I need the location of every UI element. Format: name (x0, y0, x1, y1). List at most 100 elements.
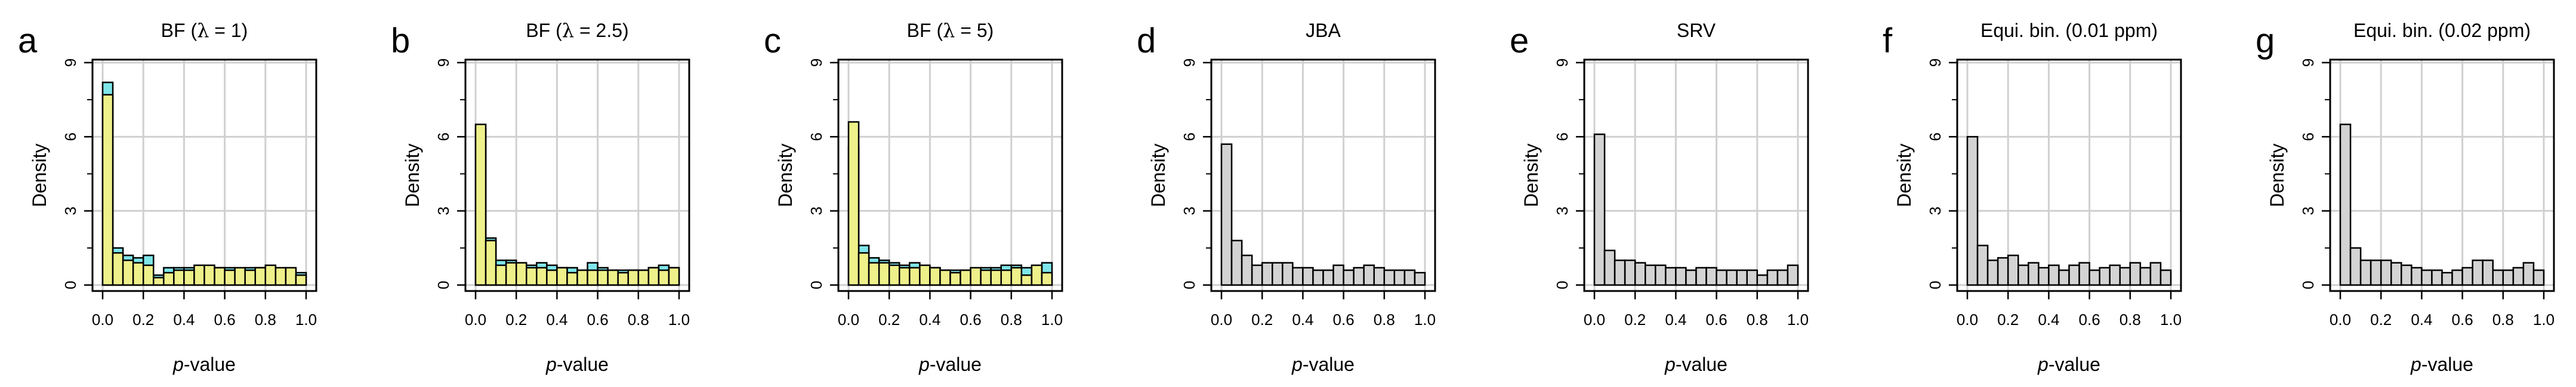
panel-d: 0.0 0.2 0.4 0.6 0.8 1.0 0 3 6 9 Density p-value JBA d (1137, 20, 1436, 375)
y-tick-label: 9 (1553, 58, 1571, 67)
y-tick-label: 9 (61, 58, 79, 67)
bar (224, 269, 236, 286)
y-tick-label: 9 (2299, 58, 2317, 67)
y-tick-label: 3 (2299, 206, 2317, 215)
bar (112, 252, 124, 286)
panel-title: BF (λ = 5) (907, 19, 994, 42)
bar (1593, 133, 1606, 286)
x-tick-label: 0.0 (1211, 311, 1232, 329)
y-tick-label: 9 (434, 58, 452, 67)
y-tick-label: 6 (61, 132, 79, 141)
bar (2411, 267, 2423, 286)
bar (1634, 262, 1646, 286)
x-axis-label: p-value (1291, 354, 1355, 375)
x-tick-label: 0.8 (628, 311, 649, 329)
bar (122, 259, 134, 286)
bar (857, 252, 870, 286)
x-tick-label: 0.2 (132, 311, 154, 329)
bar (2058, 269, 2070, 286)
bar (274, 267, 287, 286)
bar (1373, 267, 1386, 286)
bar (888, 264, 900, 286)
x-tick-label: 0.0 (465, 311, 486, 329)
y-tick-label: 0 (434, 281, 452, 289)
bar (163, 272, 175, 286)
y-tick-label: 0 (61, 281, 79, 289)
bar (627, 269, 640, 286)
x-tick-label: 0.8 (2492, 311, 2514, 329)
panel-c: 0.0 0.2 0.4 0.6 0.8 1.0 0 3 6 9 Density p-value BF (… (764, 19, 1063, 375)
bar (2048, 264, 2060, 286)
bar (909, 267, 921, 286)
bar (2038, 267, 2050, 286)
x-tick-label: 0.6 (1333, 311, 1355, 329)
bar (1986, 259, 1999, 286)
bar (193, 264, 205, 286)
y-tick-label: 9 (1180, 58, 1198, 67)
bar (2129, 262, 2142, 286)
bar (1655, 264, 1667, 286)
bar (1603, 249, 1616, 286)
x-tick-label: 0.2 (1997, 311, 2019, 329)
bar (2109, 264, 2121, 286)
bar (939, 269, 951, 286)
bar (1020, 274, 1033, 286)
bar (1966, 136, 1979, 286)
bar (1414, 272, 1426, 286)
x-tick-label: 0.8 (1001, 311, 1022, 329)
bar (556, 267, 568, 286)
bar (2522, 262, 2535, 286)
bar (1292, 267, 1304, 286)
x-axis-label: p-value (918, 354, 982, 375)
x-tick-label: 0.6 (214, 311, 236, 329)
bar (647, 267, 660, 286)
bar (1220, 143, 1233, 286)
panel-letter: e (1510, 21, 1529, 60)
bar (1041, 272, 1053, 286)
bar (2149, 262, 2162, 286)
x-tick-label: 0.4 (546, 311, 567, 329)
bar (980, 269, 992, 286)
bar (1695, 267, 1707, 286)
bar (485, 240, 497, 286)
bar (970, 267, 982, 286)
bar (1746, 269, 1759, 286)
bar (658, 269, 670, 286)
x-tick-label: 0.2 (1251, 311, 1273, 329)
panel-letter: g (2256, 21, 2275, 60)
bar (495, 264, 507, 286)
x-tick-label: 0.0 (838, 311, 859, 329)
x-axis-label: p-value (1664, 354, 1727, 375)
bar (132, 262, 144, 286)
panel-letter: d (1137, 21, 1156, 60)
bar (2441, 272, 2453, 286)
bar (203, 264, 215, 286)
bar (2421, 269, 2433, 286)
bar (1322, 269, 1334, 286)
bar (546, 269, 558, 286)
x-tick-label: 0.2 (505, 311, 527, 329)
bar (2431, 269, 2443, 286)
panel-title: SRV (1677, 20, 1716, 41)
bar (264, 264, 277, 286)
y-tick-label: 3 (1926, 206, 1944, 215)
y-axis-label: Density (2266, 144, 2288, 208)
bar (1787, 264, 1799, 286)
bar (1614, 259, 1626, 286)
bar (1000, 269, 1013, 286)
bar (1736, 269, 1748, 286)
x-tick-label: 0.6 (1706, 311, 1727, 329)
x-tick-label: 1.0 (1041, 311, 1063, 329)
bar (2461, 267, 2473, 286)
bar (668, 267, 680, 286)
bar (1230, 240, 1243, 286)
bar (2370, 259, 2382, 286)
bar (2119, 267, 2131, 286)
bar (1776, 269, 1789, 286)
bar (1343, 269, 1355, 286)
bar (878, 262, 890, 286)
x-tick-label: 0.6 (2079, 311, 2100, 329)
panel-b: 0.0 0.2 0.4 0.6 0.8 1.0 0 3 6 9 Density p-value BF (… (391, 19, 690, 375)
y-axis-label: Density (1147, 144, 1169, 208)
bar (919, 264, 931, 286)
